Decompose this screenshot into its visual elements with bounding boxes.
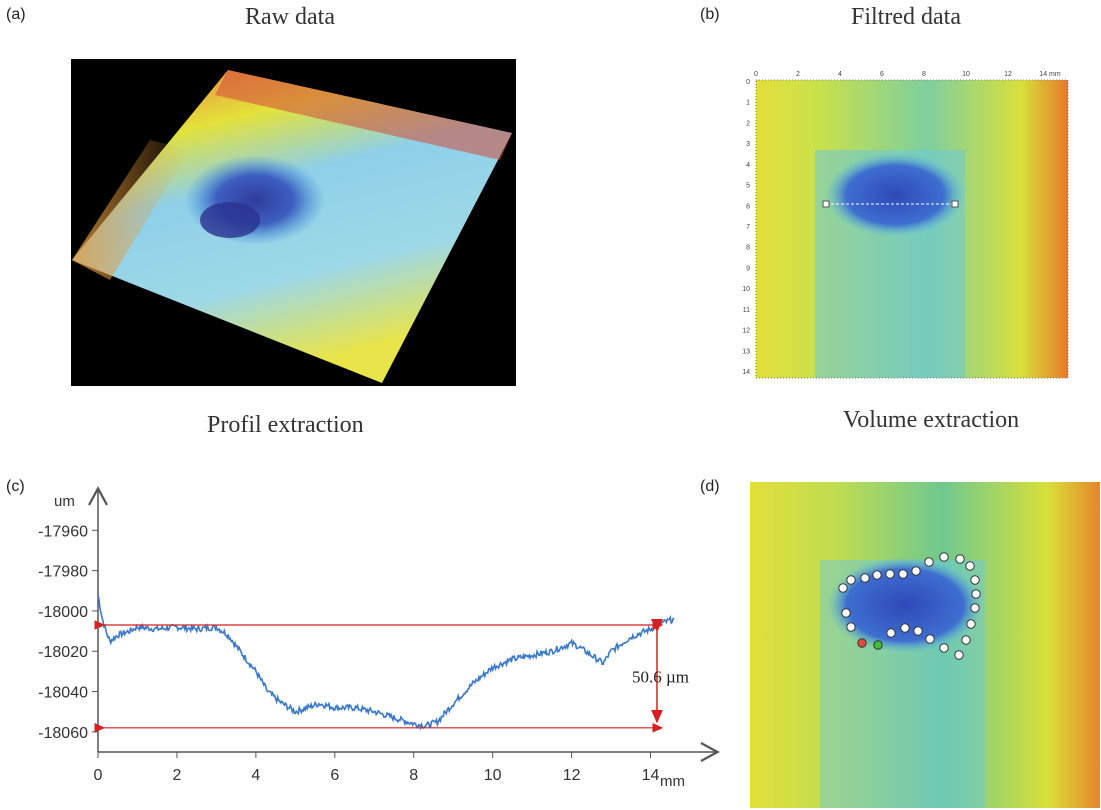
selection-point[interactable] [970,575,980,585]
selection-point[interactable] [939,552,949,562]
x-tick-label: 10 [484,767,502,784]
selection-point[interactable] [965,561,975,571]
selection-point[interactable] [898,569,908,579]
panel-label-d: (d) [700,478,720,495]
map-y-tick-label: 3 [746,141,750,148]
selection-point[interactable] [970,603,980,613]
x-tick-label: 6 [330,767,339,784]
panel-title-c: Profil extraction [207,412,364,438]
y-tick-label: -18060 [38,725,88,742]
selection-point[interactable] [955,554,965,564]
y-ticks: -17960 -17980 -18000 -18020 -18040 -18060 [38,523,98,742]
map-y-tick-label: 8 [746,245,750,252]
selection-points [838,552,981,660]
panel-title-a: Raw data [245,4,335,30]
map-y-tick-label: 14 [742,369,750,376]
depth-label: 50.6 µm [632,667,689,686]
profile-handle-left[interactable] [822,200,830,208]
map-y-tick-label: 11 [743,307,750,314]
y-tick-label: -18020 [38,644,88,661]
selection-point[interactable] [885,569,895,579]
selection-point[interactable] [924,557,934,567]
selection-point[interactable] [846,575,856,585]
reference-lines [94,620,664,733]
map-y-tick-label: 10 [742,286,750,293]
map-y-tick-label: 13 [742,348,750,355]
map-y-tick-label: 4 [746,162,750,169]
map-y-tick-label: 12 [742,328,750,335]
x-tick-label: 14 [642,767,660,784]
x-ticks: 0 2 4 6 8 10 12 14 [94,752,660,784]
selection-point[interactable] [954,650,964,660]
map-x-tick-label: 0 [754,71,758,78]
map-y-tick-label: 2 [746,120,750,127]
selection-point[interactable] [939,643,949,653]
selection-point[interactable] [900,623,910,633]
selection-point[interactable] [961,635,971,645]
selection-point[interactable] [873,640,883,650]
selection-point[interactable] [838,583,848,593]
map-x-tick-label: 8 [922,71,926,78]
x-tick-label: 8 [409,767,418,784]
panel-label-b: (b) [700,6,720,23]
y-axis-unit: um [54,493,75,510]
map-x-tick-label: 12 [1004,71,1012,78]
selection-point[interactable] [841,608,851,618]
x-axis-unit: mm [660,773,685,790]
map-x-tick-label: 14 mm [1039,71,1061,78]
selection-point[interactable] [966,619,976,629]
x-tick-label: 4 [251,767,260,784]
panel-title-b: Filtred data [851,4,961,30]
y-tick-label: -17980 [38,564,88,581]
selection-point[interactable] [860,573,870,583]
y-tick-label: -18040 [38,685,88,702]
selection-point[interactable] [913,626,923,636]
map-x-tick-label: 2 [796,71,800,78]
map-x-tick-label: 4 [838,71,842,78]
x-tick-label: 2 [172,767,181,784]
map-x-ticks: 0 2 4 6 8 10 12 14 mm [754,71,1061,78]
selection-point[interactable] [911,566,921,576]
selection-point[interactable] [925,634,935,644]
panel-label-c: (c) [6,478,25,495]
x-tick-label: 12 [563,767,581,784]
map-x-tick-label: 10 [962,71,970,78]
selection-point[interactable] [971,589,981,599]
map-y-tick-label: 6 [746,203,750,210]
selection-point[interactable] [886,628,896,638]
selection-point[interactable] [872,570,882,580]
panel-label-a: (a) [6,6,26,23]
y-tick-label: -18000 [38,604,88,621]
map-y-tick-label: 0 [746,79,750,86]
panel-title-d: Volume extraction [843,407,1020,433]
x-tick-label: 0 [94,767,103,784]
selection-point[interactable] [846,622,856,632]
selection-point[interactable] [857,638,867,648]
map-x-tick-label: 6 [880,71,884,78]
profile-handle-right[interactable] [951,200,959,208]
map-y-tick-label: 9 [746,265,750,272]
map-y-tick-label: 7 [746,224,750,231]
map-y-tick-label: 1 [746,100,750,107]
y-tick-label: -17960 [38,523,88,540]
map-y-tick-label: 5 [746,183,750,190]
